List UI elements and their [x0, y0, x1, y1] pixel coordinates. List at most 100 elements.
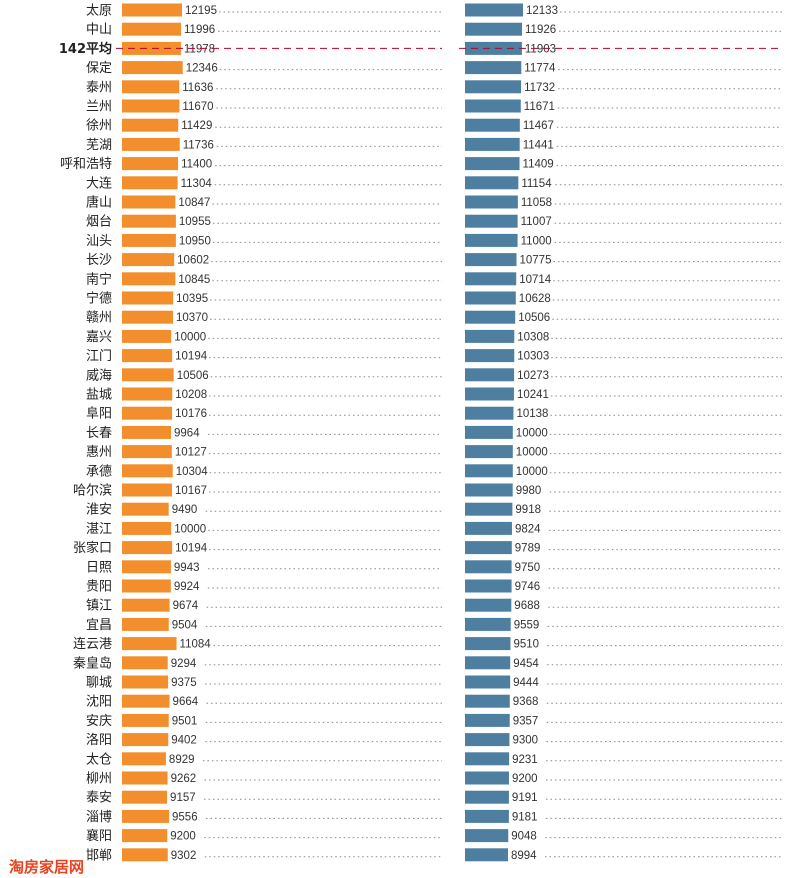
bar — [122, 637, 177, 651]
category-label: 宁德 — [86, 291, 112, 307]
bar — [122, 387, 173, 401]
bar — [465, 637, 511, 651]
bar — [122, 253, 175, 267]
bar — [122, 118, 179, 132]
data-label: 9375 — [171, 677, 197, 689]
data-label: 8929 — [169, 754, 195, 766]
category-label: 赣州 — [86, 311, 112, 326]
bar — [122, 137, 180, 151]
category-label: 连云港 — [73, 636, 112, 652]
data-label: 9048 — [511, 831, 537, 843]
bar — [122, 406, 173, 420]
bar — [465, 22, 523, 36]
data-label: 11903 — [525, 43, 556, 55]
bar — [122, 733, 169, 747]
bar — [465, 253, 517, 267]
data-label: 11084 — [180, 639, 212, 651]
bar — [465, 214, 518, 228]
category-label: 南宁 — [86, 271, 112, 287]
bar — [122, 291, 174, 305]
category-label: 秦皇岛 — [73, 655, 112, 671]
data-label: 11774 — [524, 63, 556, 75]
category-label: 太仓 — [86, 752, 112, 767]
bar — [122, 233, 176, 247]
bar — [465, 790, 509, 804]
bar — [122, 425, 172, 439]
bar — [122, 445, 172, 459]
data-label: 9200 — [170, 831, 196, 843]
bar — [465, 829, 509, 843]
category-label: 日照 — [86, 560, 112, 575]
bar — [465, 195, 518, 209]
data-label: 11636 — [182, 82, 213, 94]
bar — [465, 560, 512, 574]
data-label: 10273 — [517, 370, 549, 382]
bar — [122, 22, 182, 36]
data-label: 9294 — [171, 658, 197, 670]
category-label: 柳州 — [86, 772, 112, 787]
category-label: 贵阳 — [86, 580, 112, 595]
data-label: 11409 — [523, 159, 554, 171]
bar — [465, 310, 516, 324]
data-label: 10506 — [518, 312, 550, 324]
bar — [122, 99, 180, 113]
category-label: 阜阳 — [86, 406, 112, 422]
data-label: 9750 — [515, 562, 541, 574]
data-label: 9444 — [513, 677, 539, 689]
category-label: 中山 — [86, 23, 112, 38]
category-label: 长沙 — [86, 253, 112, 268]
data-label: 9490 — [172, 504, 198, 516]
data-label: 10176 — [175, 408, 207, 420]
data-label: 10194 — [175, 351, 208, 363]
data-label: 9368 — [513, 696, 539, 708]
category-label: 哈尔滨 — [73, 483, 112, 499]
data-label: 11400 — [181, 159, 212, 171]
bar — [465, 291, 516, 305]
bar — [465, 464, 513, 478]
bar — [465, 752, 510, 766]
bar — [465, 368, 515, 382]
chart-rows: 太原 12195 12133 中山 11996 11926 142平均 11978 11903 保… — [59, 3, 782, 863]
data-label: 11154 — [521, 178, 552, 190]
bar — [465, 176, 519, 190]
category-label: 承德 — [86, 464, 112, 479]
data-label: 10194 — [175, 543, 208, 555]
bar — [465, 809, 509, 823]
watermark-logo: 淘房家居网 — [6, 856, 88, 877]
category-label: 烟台 — [86, 215, 112, 230]
bar — [122, 809, 170, 823]
data-label: 10000 — [516, 427, 548, 439]
bar — [122, 598, 170, 612]
bar — [465, 157, 520, 171]
data-label: 10775 — [520, 255, 552, 267]
bar — [122, 541, 173, 555]
data-label: 9746 — [515, 581, 541, 593]
data-label: 11304 — [181, 178, 213, 190]
bar — [465, 579, 512, 593]
data-label: 9824 — [515, 523, 541, 535]
data-label: 9501 — [172, 715, 198, 727]
category-label: 洛阳 — [86, 733, 112, 748]
bar — [465, 425, 513, 439]
data-label: 9664 — [173, 696, 199, 708]
data-label: 11000 — [521, 235, 552, 247]
category-label: 长春 — [86, 426, 112, 441]
bar — [122, 829, 168, 843]
bar — [465, 406, 514, 420]
average-label: 142平均 — [59, 41, 112, 57]
bar — [122, 464, 173, 478]
bar — [465, 713, 510, 727]
bar — [465, 137, 520, 151]
bar — [465, 233, 518, 247]
data-label: 9357 — [513, 715, 539, 727]
category-label: 邯郸 — [86, 848, 112, 863]
data-label: 11671 — [524, 101, 555, 113]
data-label: 10714 — [519, 274, 552, 286]
bar — [465, 118, 520, 132]
data-label: 9231 — [512, 754, 538, 766]
bar — [122, 272, 176, 286]
data-label: 9504 — [172, 619, 198, 631]
bar — [465, 521, 512, 535]
data-label: 10370 — [176, 312, 208, 324]
bar — [465, 848, 508, 862]
